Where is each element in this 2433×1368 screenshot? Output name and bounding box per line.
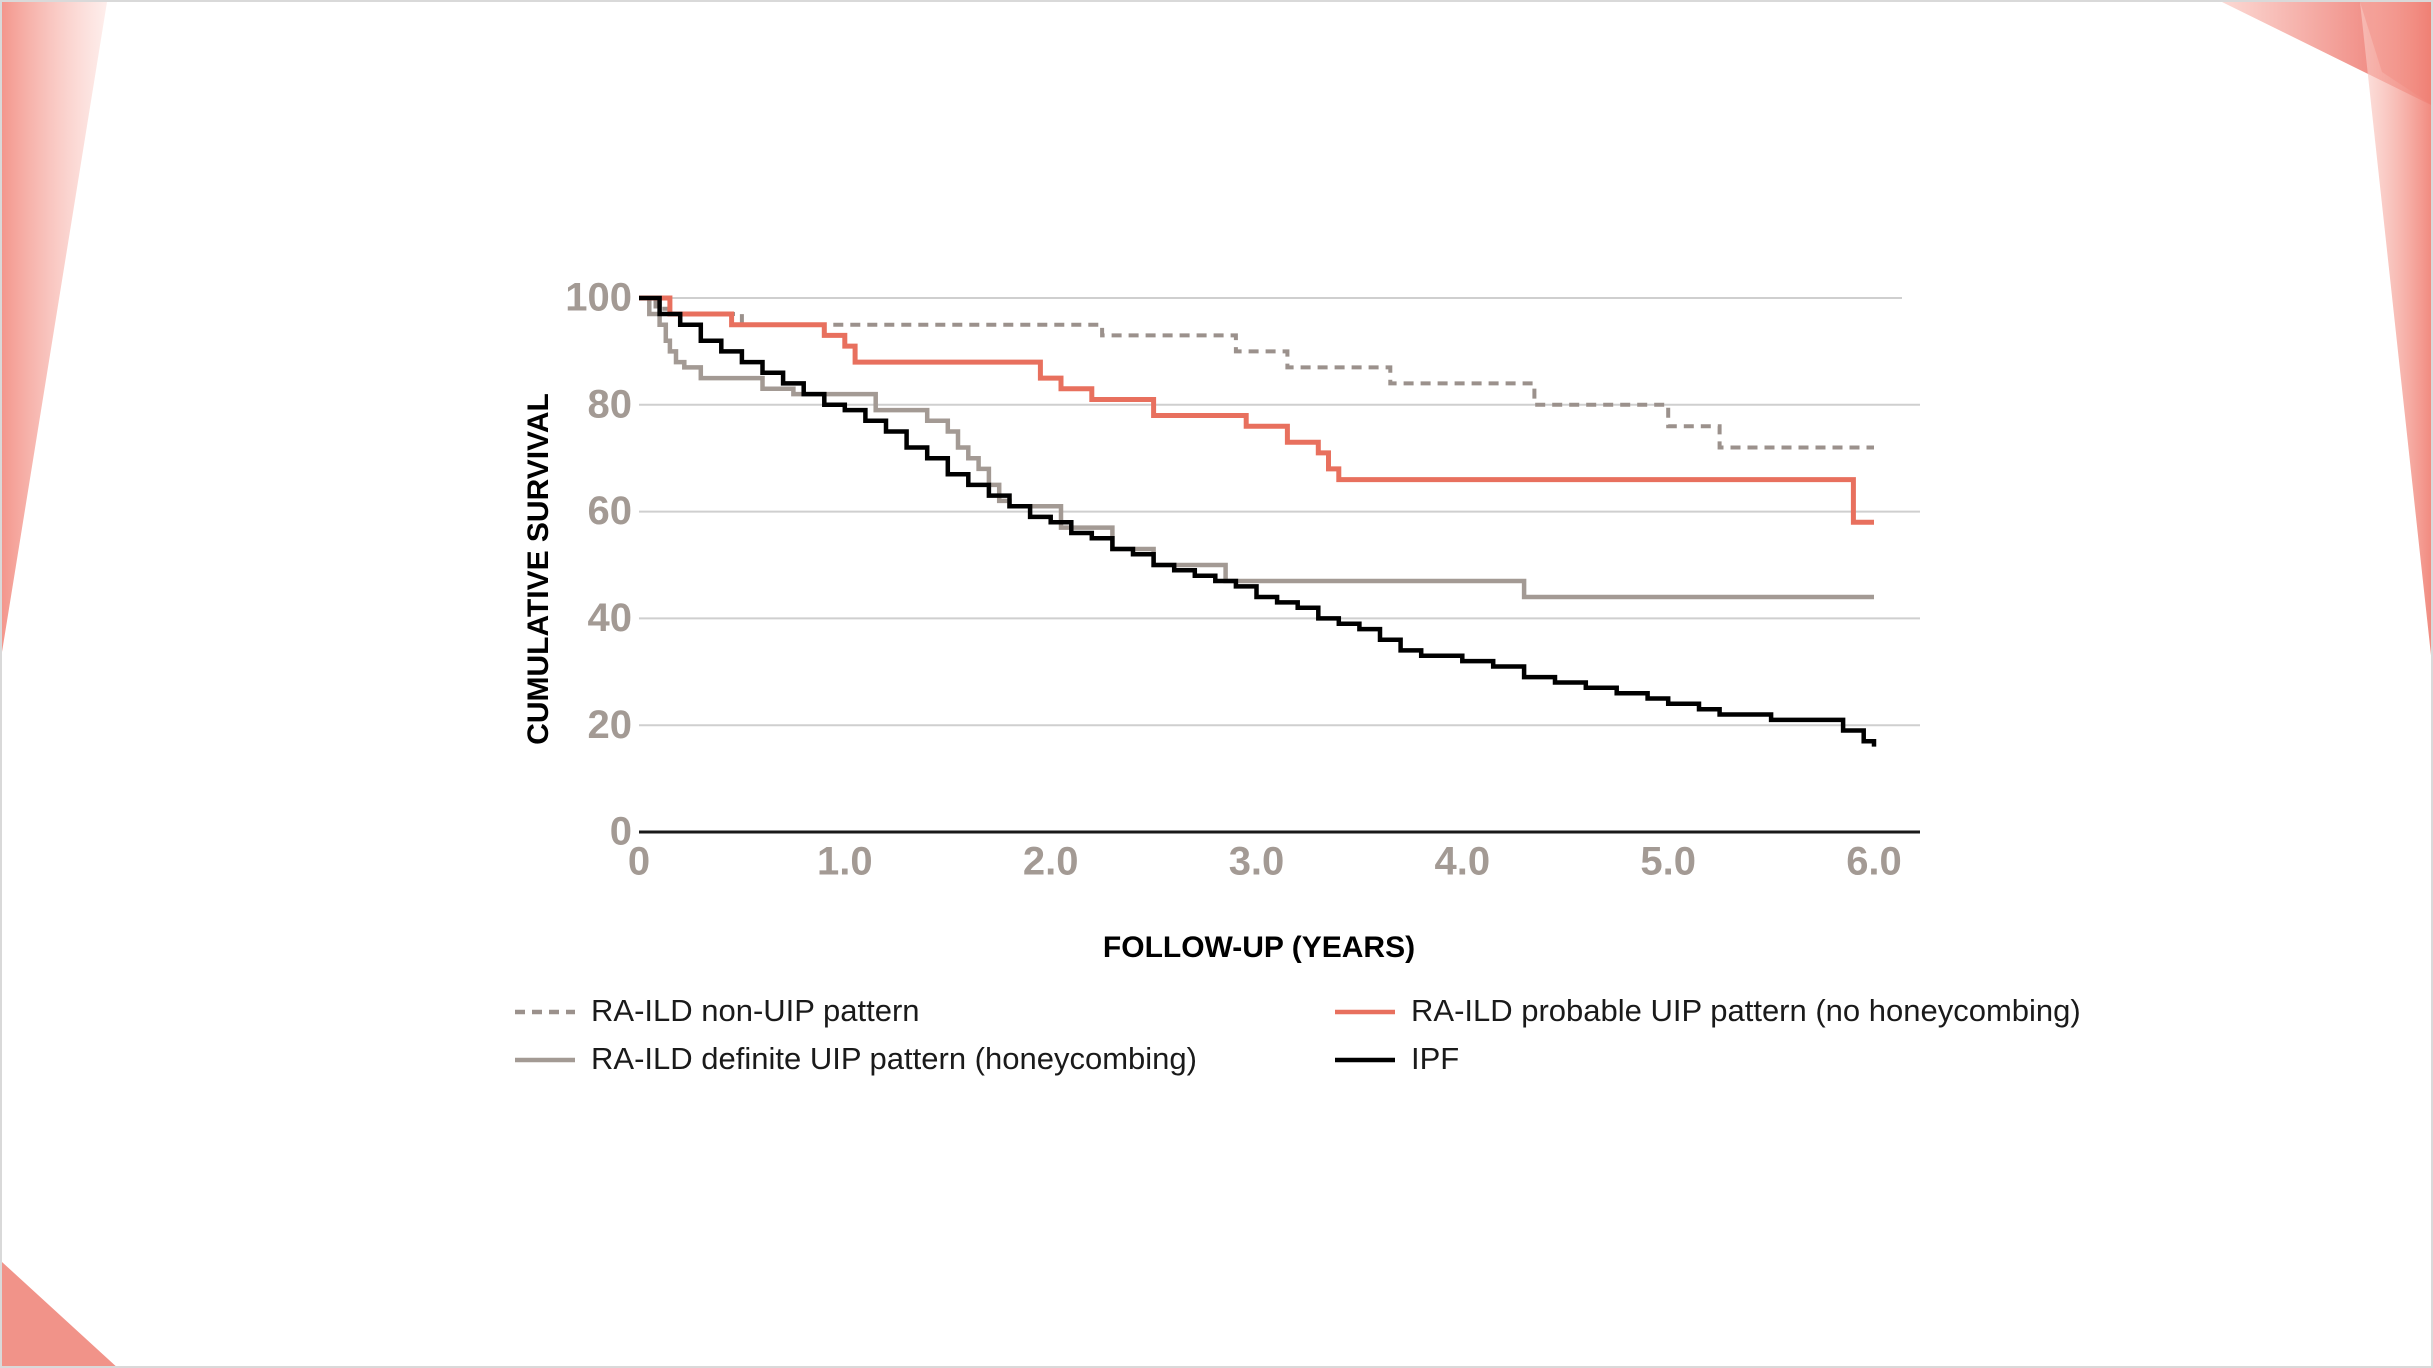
y-tick-label-60: 60 [588,489,633,533]
x-tick-label-5.0: 5.0 [1640,840,1696,884]
grid-lines [639,297,1920,727]
x-tick-label-6.0: 6.0 [1846,840,1902,884]
legend-label-ipf: IPF [1411,1041,1459,1076]
data-series [639,295,1877,747]
x-tick-label-1.0: 1.0 [817,840,873,884]
series-line-probable-uip [639,295,1874,525]
y-tick-label-20: 20 [588,703,633,747]
legend-label-non-uip: RA-ILD non-UIP pattern [591,993,920,1028]
x-tick-label-3.0: 3.0 [1229,840,1285,884]
tick-labels: 0 20 40 60 80 100 0 1.0 2.0 3.0 4.0 5.0 6.0 [565,276,1902,884]
bottom-left-accent-shape [2,1262,116,1366]
legend-label-probable-uip: RA-ILD probable UIP pattern (no honeycom… [1411,993,2081,1028]
right-accent-shape [2360,2,2431,656]
series-line-definite-uip [639,295,1874,600]
y-tick-label-40: 40 [588,596,633,640]
series-line-ipf [639,295,1877,747]
legend: RA-ILD non-UIP pattern RA-ILD probable UI… [515,993,2081,1076]
x-tick-label-2.0: 2.0 [1023,840,1079,884]
series-line-non-uip [639,296,1874,450]
left-accent-shape [2,2,107,652]
y-tick-label-0: 0 [610,810,632,854]
x-axis-title: FOLLOW-UP (YEARS) [1103,931,1415,964]
legend-label-definite-uip: RA-ILD definite UIP pattern (honeycombin… [591,1041,1197,1076]
y-axis-title: CUMULATIVE SURVIVAL [522,393,555,745]
y-tick-label-80: 80 [588,382,633,426]
x-tick-label-4.0: 4.0 [1435,840,1491,884]
y-tick-label-100: 100 [565,276,632,320]
x-tick-label-0: 0 [628,840,650,884]
